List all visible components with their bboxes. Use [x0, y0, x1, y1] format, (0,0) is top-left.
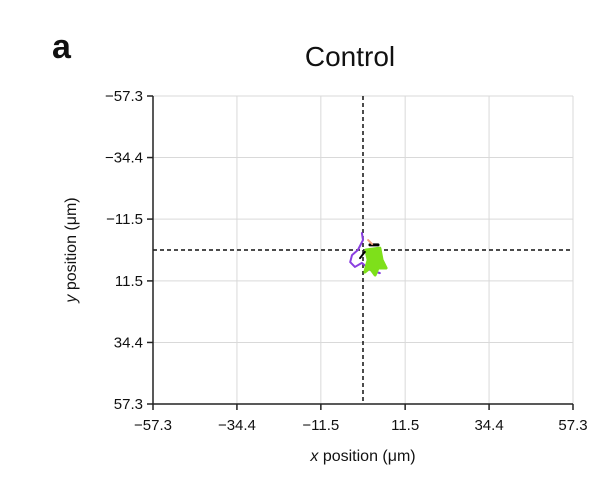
y-tick-label: −34.4 [105, 150, 143, 167]
x-tick-label: 57.3 [558, 417, 587, 434]
x-tick-label: −57.3 [134, 417, 172, 434]
reference-lines [153, 96, 573, 404]
chart-title: Control [305, 41, 395, 72]
x-tick-label: −11.5 [302, 417, 339, 434]
x-tick-label: −34.4 [218, 417, 256, 434]
x-tick-label: 11.5 [391, 417, 419, 434]
x-axis-label: x position (μm) [309, 448, 415, 465]
axes: −57.3 −34.4 −11.5 11.5 34.4 57.3 −57.3 −34.4 −11… [105, 88, 588, 434]
series-group [349, 232, 388, 277]
y-tick-label: 11.5 [115, 273, 143, 290]
track-black-2 [359, 250, 366, 260]
panel-label: a [52, 28, 72, 66]
y-tick-label: 34.4 [114, 334, 143, 351]
y-tick-label: −11.5 [106, 211, 143, 228]
track-salmon [367, 239, 374, 246]
track-green [363, 246, 388, 277]
y-axis-label: y position (μm) [63, 197, 80, 303]
x-tick-label: 34.4 [474, 417, 503, 434]
y-tick-label: −57.3 [105, 88, 143, 105]
y-tick-label: 57.3 [114, 396, 143, 413]
